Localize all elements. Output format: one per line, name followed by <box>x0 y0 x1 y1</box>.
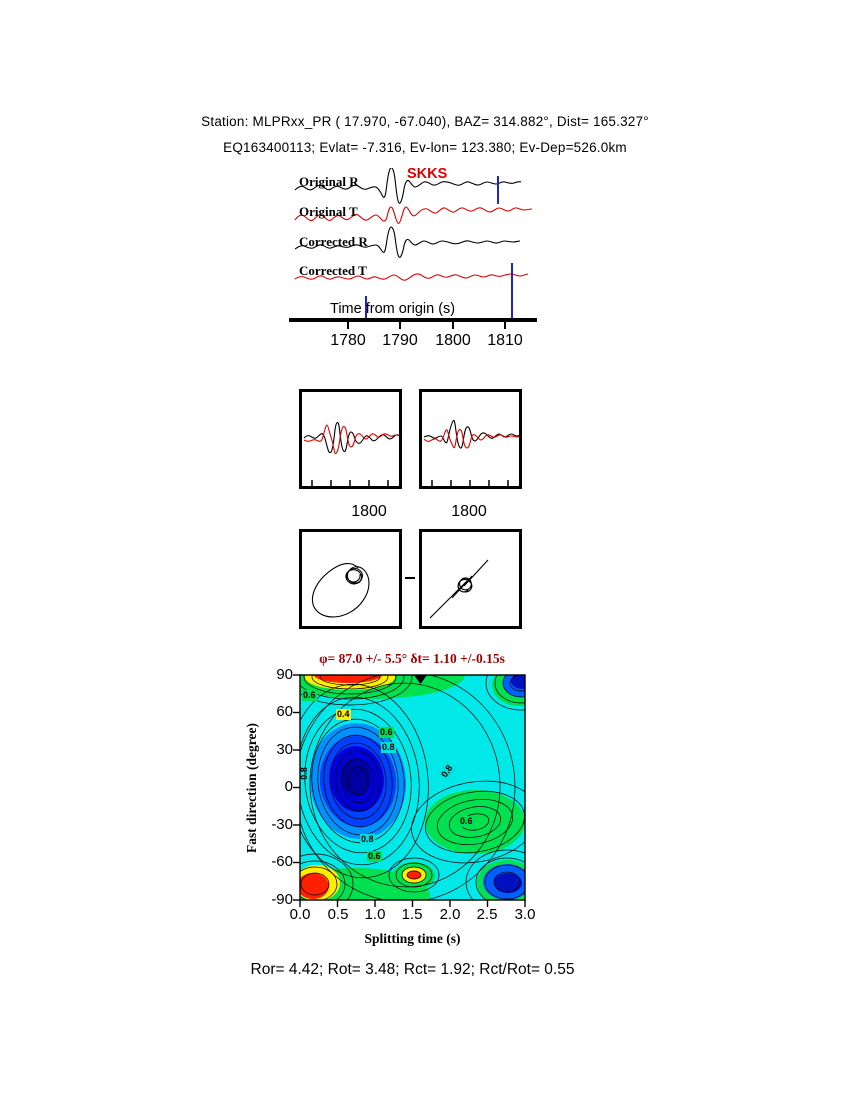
x-tick-1.5: 1.5 <box>401 906 423 923</box>
contour-level-label: 0.4 <box>336 709 351 720</box>
trace-label-corrected-r: Corrected R <box>299 234 368 249</box>
contour-level-label: 0.8 <box>381 742 396 753</box>
x-tick-1.0: 1.0 <box>364 906 386 923</box>
window-left-tick-label: 1800 <box>351 503 387 520</box>
window-left-t-trace <box>303 424 399 455</box>
trace-original-t <box>294 206 533 225</box>
trace-label-corrected-t: Corrected T <box>299 263 367 278</box>
time-axis-tick <box>504 322 506 329</box>
particle-motion-right <box>419 529 522 629</box>
time-axis-tick <box>399 322 401 329</box>
y-tick-90: 90 <box>276 666 293 683</box>
contour-level-label: 0.6 <box>459 816 474 827</box>
trace-label-original-t: Original T <box>299 204 358 219</box>
event-subtitle: EQ163400113; Evlat= -7.316, Ev-lon= 123.… <box>223 140 627 155</box>
time-axis-tick <box>347 322 349 329</box>
time-tick-1810: 1810 <box>487 332 523 349</box>
misfit-surface <box>300 675 525 900</box>
particle-motion-right-plot <box>429 559 489 619</box>
splitting-result-title: φ= 87.0 +/- 5.5° δt= 1.10 +/-0.15s <box>319 651 505 666</box>
x-tick-0.0: 0.0 <box>289 906 311 923</box>
waveform-window-left-plot <box>303 421 399 486</box>
time-axis-tick <box>452 322 454 329</box>
misfit-contour-plot <box>293 674 526 907</box>
contour-level-label: 0.6 <box>302 690 317 701</box>
window-marker-right <box>511 263 513 320</box>
contour-level-label: 0.6 <box>367 851 382 862</box>
contour-level-label: 0.8 <box>360 834 375 845</box>
particle-motion-left-plot <box>311 563 370 618</box>
contour-axis-ticks <box>293 674 526 907</box>
trace-corrected-r <box>294 226 521 258</box>
waveform-window-right-plot <box>423 419 519 486</box>
window-right-r-trace <box>423 419 519 449</box>
y-tick-n90: -90 <box>271 891 293 908</box>
waveform-window-left <box>299 389 402 489</box>
particle-motion-left-curve <box>311 563 370 618</box>
trace-corrected-t <box>294 273 529 281</box>
x-tick-3.0: 3.0 <box>514 906 536 923</box>
x-axis-label: Splitting time (s) <box>364 931 461 946</box>
particle-motion-right-curve <box>429 559 489 619</box>
best-solution-marker <box>414 675 427 684</box>
trace-label-original-r: Original R <box>299 174 359 189</box>
trace-original-r <box>294 168 522 204</box>
window-marker-left <box>365 296 367 322</box>
x-tick-2.5: 2.5 <box>476 906 498 923</box>
phase-label-skks: SKKS <box>407 166 448 182</box>
x-tick-2.0: 2.0 <box>439 906 461 923</box>
window-right-ticks <box>431 480 509 486</box>
time-axis-line <box>289 318 537 322</box>
station-title: Station: MLPRxx_PR ( 17.970, -67.040), B… <box>201 114 649 129</box>
waveform-window-right <box>419 389 522 489</box>
x-tick-0.5: 0.5 <box>327 906 349 923</box>
particle-motion-left <box>299 529 402 629</box>
window-left-ticks <box>311 480 389 486</box>
contour-level-label: 0.6 <box>379 727 394 738</box>
window-right-t-trace <box>423 428 519 449</box>
window-marker-top <box>497 176 499 204</box>
y-tick-n60: -60 <box>271 853 293 870</box>
time-tick-1800: 1800 <box>435 332 471 349</box>
y-tick-0: 0 <box>284 778 293 795</box>
y-axis-label: Fast direction (degree) <box>244 723 259 853</box>
splitting-stats: Ror= 4.42; Rot= 3.48; Rct= 1.92; Rct/Rot… <box>250 961 575 978</box>
y-tick-30: 30 <box>276 741 293 758</box>
y-tick-n30: -30 <box>271 816 293 833</box>
window-left-r-trace <box>303 421 399 454</box>
time-tick-1780: 1780 <box>330 332 366 349</box>
contour-level-label: 0.8 <box>298 767 309 780</box>
time-tick-1790: 1790 <box>382 332 418 349</box>
time-axis-label: Time from origin (s) <box>330 301 456 317</box>
trace-panel <box>294 168 533 281</box>
window-right-tick-label: 1800 <box>451 503 487 520</box>
y-tick-60: 60 <box>276 703 293 720</box>
particle-motion-divider-tick <box>405 577 415 579</box>
